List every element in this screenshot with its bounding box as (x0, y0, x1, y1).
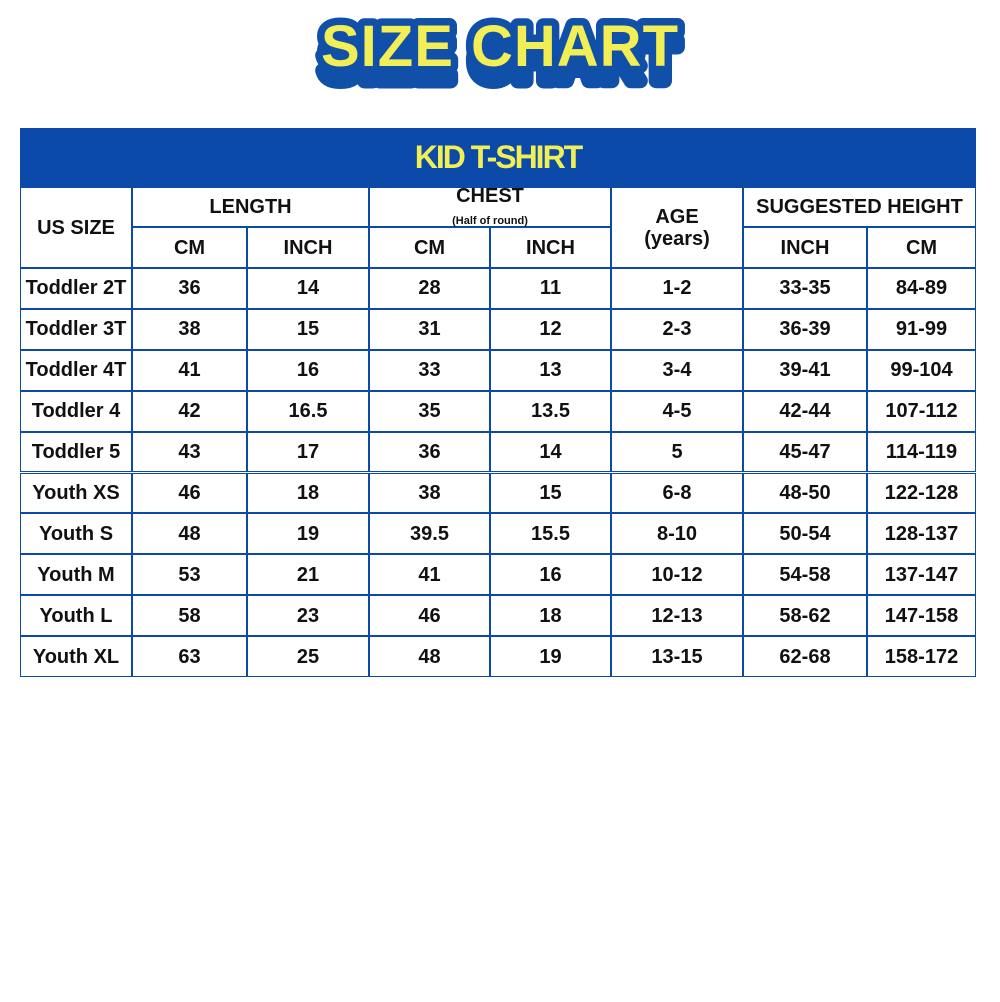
svg-text:SIZE CHART: SIZE CHART (321, 14, 679, 79)
